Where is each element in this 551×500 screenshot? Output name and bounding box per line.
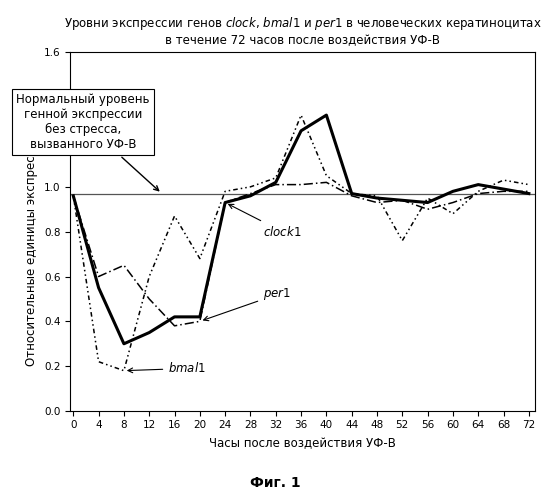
Text: $\it{bmal}$1: $\it{bmal}$1 (128, 362, 206, 376)
Text: Нормальный уровень
генной экспрессии
без стресса,
вызванного УФ-В: Нормальный уровень генной экспрессии без… (16, 92, 159, 190)
Title: Уровни экспрессии генов $\it{clock}$, $\it{bmal}$1 и $\it{per}$1 в человеческих : Уровни экспрессии генов $\it{clock}$, $\… (64, 15, 542, 47)
Text: Фиг. 1: Фиг. 1 (250, 476, 301, 490)
X-axis label: Часы после воздействия УФ-В: Часы после воздействия УФ-В (209, 437, 396, 450)
Text: $\it{clock}$1: $\it{clock}$1 (229, 204, 301, 238)
Text: $\it{per}$1: $\it{per}$1 (204, 286, 291, 320)
Y-axis label: Относительные единицы экспрессии мРНК: Относительные единицы экспрессии мРНК (25, 97, 38, 366)
